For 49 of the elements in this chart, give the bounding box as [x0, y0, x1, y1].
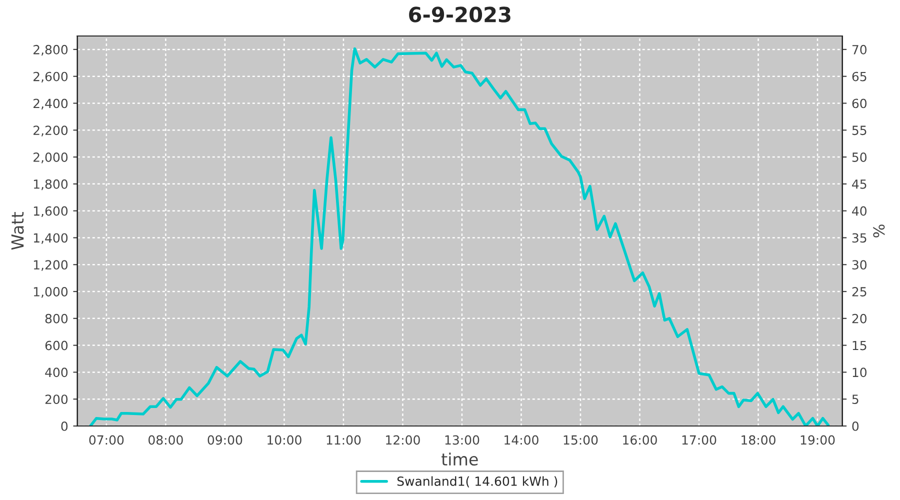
x-tick-label: 16:00	[623, 435, 657, 445]
x-tick-label: 18:00	[742, 435, 776, 445]
y2-tick-label: 35	[852, 233, 866, 243]
y-tick-label: 2,600	[34, 72, 68, 83]
y-tick-label: 1,400	[34, 233, 68, 244]
x-tick-label: 07:00	[89, 435, 124, 445]
y2-tick-label: 60	[852, 98, 867, 108]
y-tick-label: 400	[45, 368, 68, 378]
x-tick-label: 19:00	[800, 435, 835, 445]
x-tick-label: 08:00	[148, 435, 183, 445]
y2-tick-label: 25	[852, 286, 866, 296]
y-tick-label: 2,400	[34, 98, 68, 110]
y-tick-label: 200	[45, 394, 68, 404]
x-tick-label: 10:00	[268, 435, 302, 445]
y2-tick-label: 70	[852, 44, 867, 54]
y2-tick-label: 0	[852, 421, 859, 431]
y2-tick-label: 5	[852, 394, 858, 404]
y-tick-label: 1,800	[34, 179, 68, 190]
x-tick-label: 15:00	[564, 435, 598, 445]
y2-tick-label: 15	[852, 340, 866, 350]
y2-tick-label: 55	[852, 126, 866, 136]
y-tick-label: 2,000	[34, 152, 68, 164]
x-axis-title: time	[442, 452, 478, 466]
x-tick-label: 13:00	[445, 435, 480, 445]
y2-tick-label: 20	[852, 314, 867, 324]
y2-tick-label: 45	[852, 180, 866, 189]
y2-tick-label: 10	[852, 368, 867, 378]
x-tick-label: 12:00	[386, 435, 420, 445]
y-tick-label: 600	[45, 340, 68, 350]
y-tick-label: 2,800	[34, 44, 68, 56]
y2-tick-label: 50	[852, 152, 867, 162]
y-tick-label: 2,200	[34, 126, 68, 136]
chart-title: 6-9-2023	[409, 6, 510, 22]
x-tick-label: 09:00	[208, 435, 242, 445]
y-tick-label: 1,600	[34, 206, 68, 218]
legend-label: Swanland1( 14.601 kWh )	[397, 476, 558, 488]
line-series	[89, 47, 830, 426]
y2-tick-label: 40	[852, 206, 867, 216]
y-axis-title: Watt	[11, 212, 24, 250]
y-tick-label: 800	[45, 314, 68, 324]
y2-tick-label: 30	[852, 260, 867, 270]
y-tick-label: 1,200	[34, 260, 68, 271]
x-tick-label: 14:00	[504, 435, 538, 445]
y2-axis-title: %	[873, 224, 885, 238]
y-tick-label: 1,000	[34, 286, 68, 298]
y-tick-label: 0	[61, 421, 68, 431]
x-tick-label: 17:00	[682, 435, 716, 445]
y2-tick-label: 65	[852, 72, 866, 82]
x-tick-label: 11:00	[326, 435, 361, 445]
